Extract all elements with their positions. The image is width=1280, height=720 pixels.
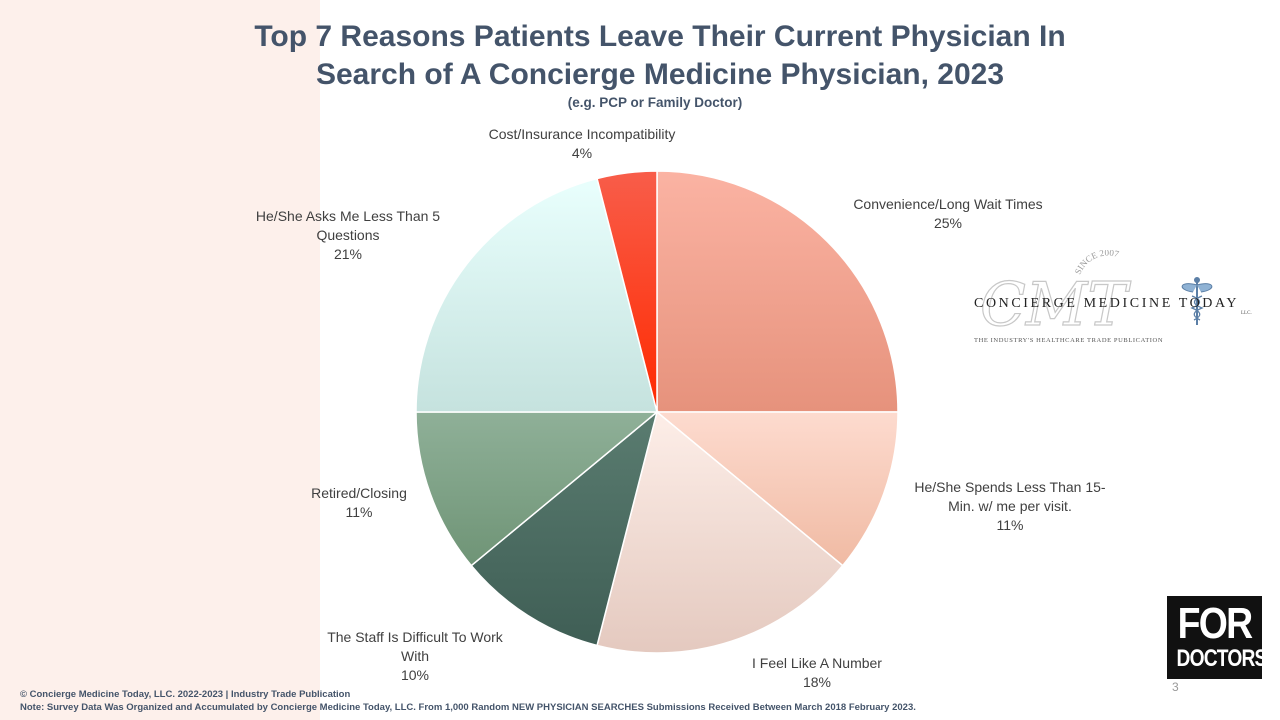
slice-category-label: Retired/Closing — [311, 485, 407, 501]
logo-name: CONCIERGE MEDICINE TODAY — [974, 296, 1240, 311]
cmt-monogram: CMT — [980, 270, 1131, 340]
slice-category-label: I Feel Like A Number — [752, 655, 882, 671]
title-line-1: Top 7 Reasons Patients Leave Their Curre… — [254, 20, 1066, 53]
slice-value-label: 18% — [803, 674, 831, 690]
slice-value-label: 11% — [997, 517, 1024, 533]
footer-copyright: © Concierge Medicine Today, LLC. 2022-20… — [20, 689, 351, 700]
title-line-2: Search of A Concierge Medicine Physician… — [315, 58, 1005, 91]
slice-category-label: He/She Spends Less Than 15- — [914, 479, 1106, 495]
slice-value-label: 4% — [572, 145, 592, 161]
slice-category-label: The Staff Is Difficult To Work — [327, 629, 504, 645]
slice-value-label: 10% — [401, 667, 429, 683]
slice-label: He/She Asks Me Less Than 5 Questions 21% — [256, 208, 440, 262]
pie-slice — [654, 411, 899, 567]
slice-label: I Feel Like A Number 18% — [752, 655, 882, 690]
slice-label: He/She Spends Less Than 15- Min. w/ me pe… — [914, 479, 1106, 533]
slice-category-label: Cost/Insurance Incompatibility — [489, 126, 676, 142]
for-doctors-badge: FOR DOCTORS — [1167, 596, 1268, 679]
slice-label: Retired/Closing 11% — [311, 485, 407, 520]
logo-llc: LLC. — [1241, 311, 1252, 316]
pie-slice — [596, 170, 658, 413]
pie-labels: Convenience/Long Wait Times 25% He/She Spe… — [256, 126, 1106, 690]
chart-subtitle: (e.g. PCP or Family Doctor) — [567, 95, 743, 110]
page-title: Top 7 Reasons Patients Leave Their Curre… — [160, 18, 1160, 94]
logo-tagline: THE INDUSTRY'S HEALTHCARE TRADE PUBLICAT… — [974, 337, 1164, 344]
slice-value-label: 25% — [934, 215, 962, 231]
slice-value-label: 21% — [334, 246, 362, 262]
slice-category-label: Convenience/Long Wait Times — [853, 196, 1042, 212]
slice-category-label: With — [401, 648, 429, 664]
pie-slice — [470, 409, 659, 647]
pie-slice — [415, 411, 660, 567]
slice-label: Cost/Insurance Incompatibility 4% — [489, 126, 676, 161]
pie-slice — [596, 410, 844, 654]
slice-category-label: Questions — [316, 227, 379, 243]
badge-line-2: DOCTORS — [1176, 645, 1268, 672]
pie-slice — [415, 177, 658, 413]
footer-note: Note: Survey Data Was Organized and Accu… — [20, 702, 916, 713]
slice-label: The Staff Is Difficult To Work With 10% — [327, 629, 504, 683]
slice-category-label: He/She Asks Me Less Than 5 — [256, 208, 440, 224]
slice-label: Convenience/Long Wait Times 25% — [853, 196, 1042, 231]
cmt-logo-mark: CMT SINCE 2007 — [979, 250, 1213, 341]
page-number: 3 — [1172, 680, 1179, 694]
pie-slice — [656, 170, 899, 413]
background-panel — [0, 0, 320, 720]
badge-line-1: FOR — [1177, 599, 1254, 648]
slice-value-label: 11% — [346, 504, 373, 520]
slice-category-label: Min. w/ me per visit. — [948, 498, 1072, 514]
pie-slices — [415, 170, 899, 654]
caduceus-icon — [1181, 277, 1213, 325]
